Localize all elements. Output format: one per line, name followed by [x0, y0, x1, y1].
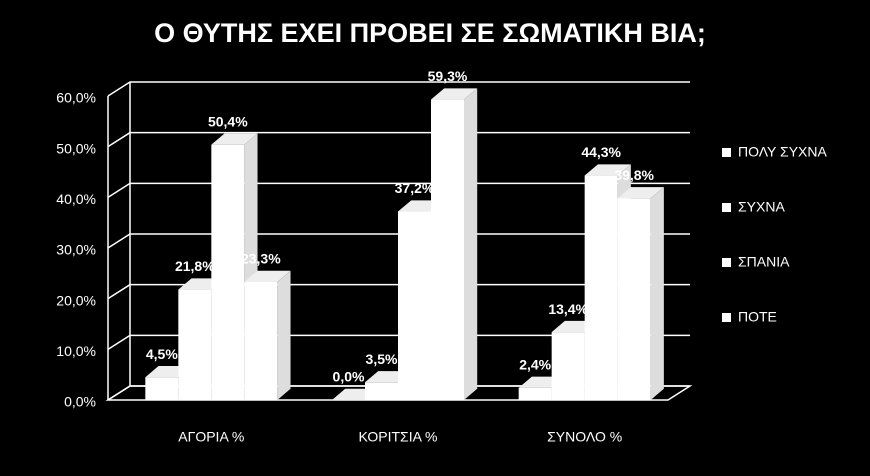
y-tick-label: 50,0%: [56, 140, 96, 156]
bar: [145, 377, 179, 400]
x-tick-label: ΣΥΝΟΛΟ %: [547, 429, 622, 445]
bar: [398, 211, 431, 400]
grid-line: [107, 283, 690, 300]
value-label: 2,4%: [519, 357, 551, 373]
bar: [551, 332, 585, 400]
bar-side: [650, 187, 664, 400]
y-tick-label: 10,0%: [56, 343, 96, 359]
x-tick-label: ΚΟΡΙΤΣΙΑ %: [358, 429, 437, 445]
value-label: 0,0%: [333, 369, 365, 385]
legend-swatch: [722, 203, 731, 212]
value-label: 44,3%: [581, 144, 621, 160]
value-label: 23,3%: [241, 251, 281, 267]
legend-label: ΣΠΑΝΙΑ: [738, 254, 790, 270]
grid-line: [107, 334, 690, 350]
bar: [518, 387, 552, 400]
bar: [365, 382, 398, 400]
bar-side: [277, 270, 291, 400]
value-label: 21,8%: [175, 258, 215, 274]
bar: [617, 198, 651, 400]
legend-label: ΠΟΤΕ: [738, 309, 777, 325]
legend-swatch: [722, 148, 731, 157]
bar-top: [584, 164, 631, 176]
bar: [584, 175, 618, 400]
y-tick-label: 0,0%: [64, 394, 96, 410]
y-tick-label: 30,0%: [56, 242, 96, 258]
legend-label: ΣΥΧΝΑ: [738, 199, 785, 215]
bar: [211, 144, 245, 400]
grid-line: [107, 385, 690, 401]
bar-top: [244, 270, 291, 282]
bar-top: [617, 187, 664, 199]
y-tick-label: 20,0%: [56, 292, 96, 308]
y-tick-label: 40,0%: [56, 191, 96, 207]
y-tick-label: 60,0%: [56, 90, 96, 106]
x-tick-label: ΑΓΟΡΙΑ %: [178, 429, 244, 445]
bar: [244, 281, 278, 400]
grid-line: [107, 233, 690, 249]
grid-line: [107, 182, 690, 198]
value-label: 13,4%: [548, 301, 588, 317]
legend-swatch: [722, 313, 731, 322]
value-label: 4,5%: [146, 346, 178, 362]
bar: [178, 289, 212, 400]
value-label: 3,5%: [366, 351, 398, 367]
legend-label: ΠΟΛΥ ΣΥΧΝΑ: [738, 144, 827, 160]
chart-title: Ο ΘΥΤΗΣ ΕΧΕΙ ΠΡΟΒΕΙ ΣΕ ΣΩΜΑΤΙΚΗ ΒΙΑ;: [154, 18, 706, 48]
bar: [431, 99, 464, 401]
grid-line: [107, 131, 690, 148]
bar-top: [431, 88, 478, 100]
bar-side: [464, 88, 478, 400]
legend-swatch: [722, 258, 731, 267]
value-label: 59,3%: [428, 68, 468, 84]
grid-line: [107, 81, 690, 97]
value-label: 37,2%: [395, 180, 435, 196]
value-label: 39,8%: [614, 167, 654, 183]
bar-top: [211, 133, 258, 145]
value-label: 50,4%: [208, 113, 248, 129]
